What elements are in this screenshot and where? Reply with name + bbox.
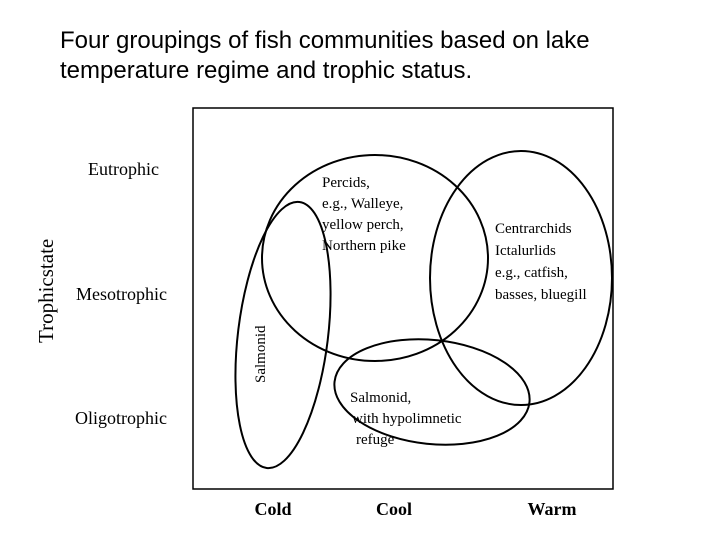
centrarchids-ellipse [429, 150, 613, 406]
diagram-frame [192, 107, 614, 490]
centrarchids-line-3: e.g., catfish, [495, 265, 568, 281]
slide-title: Four groupings of fish communities based… [60, 26, 700, 86]
centrarchids-line-1: Centrarchids [495, 221, 572, 237]
centrarchids-line-4: basses, bluegill [495, 287, 587, 303]
percids-label: Percids, e.g., Walleye, yellow perch, No… [322, 175, 406, 254]
temperature-label-warm: Warm [528, 499, 577, 519]
temperature-label-cold: Cold [254, 499, 291, 519]
temperature-label-cool: Cool [376, 499, 412, 519]
percids-line-3: yellow perch, [322, 217, 404, 233]
salmonid-ellipse [234, 200, 332, 470]
centrarchids-label: Centrarchids Ictalurlids e.g., catfish, … [495, 221, 587, 303]
trophic-label-eutrophic: Eutrophic [88, 159, 159, 179]
slide-title-line-1: Four groupings of fish communities based… [60, 27, 590, 54]
salmonid-label: Salmonid [253, 325, 269, 383]
salmonid-refuge-label: Salmonid, with hypolimnetic refuge [350, 390, 462, 448]
centrarchids-line-2: Ictalurlids [495, 243, 556, 259]
salmonid-refuge-line-1: Salmonid, [350, 390, 411, 406]
salmonid-refuge-ellipse [333, 338, 531, 446]
percids-line-1: Percids, [322, 175, 370, 191]
percids-line-2: e.g., Walleye, [322, 196, 403, 212]
slide-title-line-2: temperature regime and trophic status. [60, 57, 473, 84]
percids-line-4: Northern pike [322, 238, 406, 254]
trophic-label-mesotrophic: Mesotrophic [76, 284, 167, 304]
trophic-label-oligotrophic: Oligotrophic [75, 408, 167, 428]
salmonid-refuge-line-2: with hypolimnetic [352, 411, 462, 427]
percids-ellipse [261, 154, 489, 362]
y-axis-label: Trophicstate [34, 239, 58, 343]
salmonid-refuge-line-3: refuge [356, 432, 395, 448]
